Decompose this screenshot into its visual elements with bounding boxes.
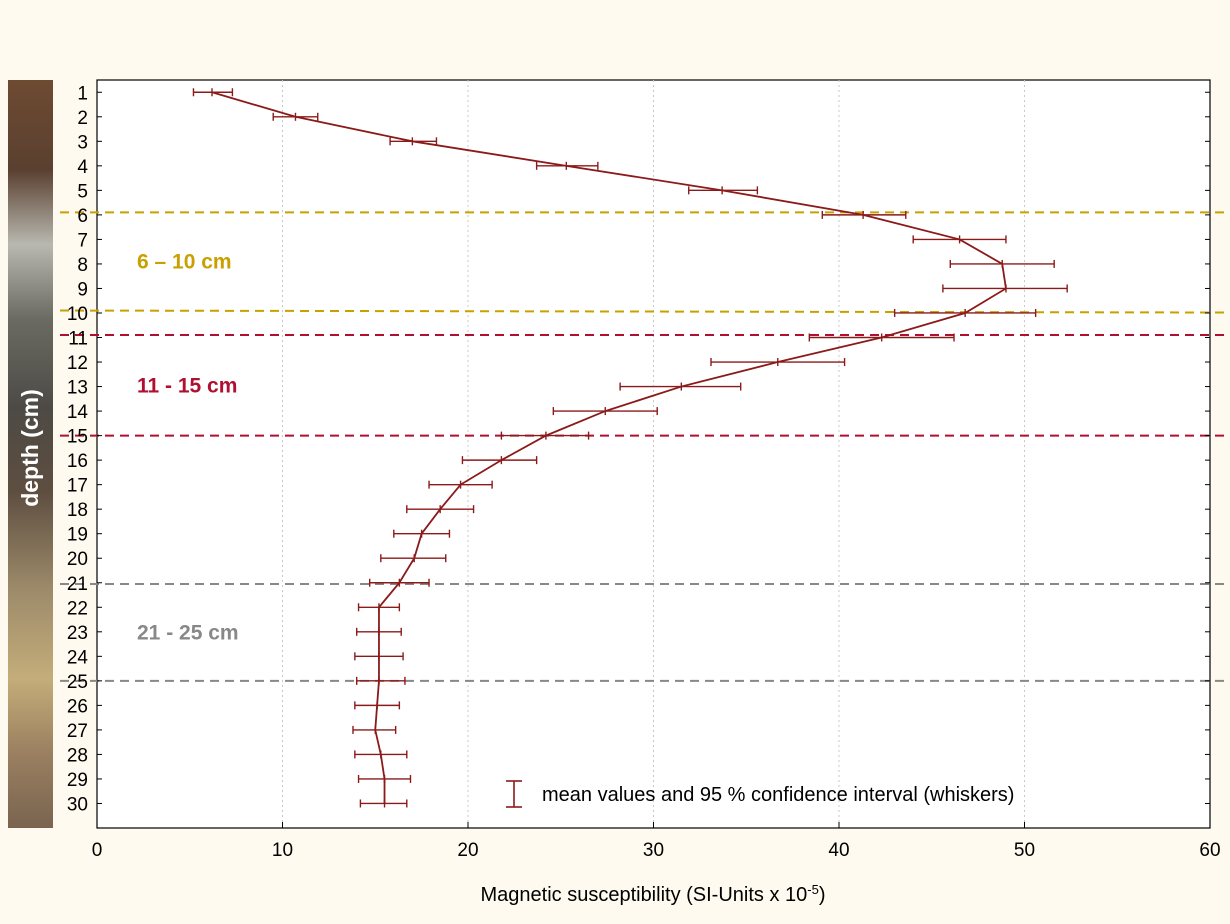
y-tick-label: 7 <box>77 230 88 251</box>
series-susceptibility <box>192 88 1068 808</box>
plot-frame <box>96 79 1211 829</box>
x-tick-labels: 0 10 20 30 40 50 60 <box>92 822 1221 861</box>
y-tick-labels: 1234567891011121314151617181920212223242… <box>67 83 1210 815</box>
x-axis-label-main: Magnetic susceptibility (SI-Units x 10 <box>480 884 807 906</box>
y-tick-label: 4 <box>77 157 88 178</box>
x-axis-label: Magnetic susceptibility (SI-Units x 10-5… <box>480 882 825 907</box>
y-tick-label: 9 <box>77 279 88 300</box>
y-tick-label: 23 <box>67 623 88 644</box>
y-tick-label: 5 <box>77 181 88 202</box>
y-tick-label: 8 <box>77 255 88 276</box>
y-tick-label: 11 <box>68 329 88 350</box>
x-tick-label: 30 <box>643 840 664 861</box>
y-tick-label: 19 <box>67 525 88 546</box>
x-axis-label-superscript: -5 <box>807 882 819 897</box>
y-tick-label: 29 <box>67 770 88 791</box>
y-tick-label: 27 <box>67 721 88 742</box>
y-tick-label: 22 <box>67 598 88 619</box>
soil-profile-strip <box>8 80 53 828</box>
y-tick-label: 24 <box>67 647 89 668</box>
layer-label: 21 - 25 cm <box>137 621 239 644</box>
y-tick-label: 17 <box>67 476 88 497</box>
layer-label: 6 – 10 cm <box>137 250 232 273</box>
legend: mean values and 95 % confidence interval… <box>506 780 1014 808</box>
y-tick-label: 15 <box>67 427 88 448</box>
layer-label: 11 - 15 cm <box>137 374 237 397</box>
y-tick-label: 28 <box>67 745 88 766</box>
y-tick-label: 21 <box>67 574 88 595</box>
y-tick-label: 13 <box>67 378 88 399</box>
y-tick-label: 6 <box>77 206 88 227</box>
y-tick-label: 2 <box>77 108 88 129</box>
x-tick-label: 60 <box>1199 840 1220 861</box>
x-tick-label: 20 <box>457 840 478 861</box>
y-tick-label: 25 <box>67 672 88 693</box>
x-tick-label: 0 <box>92 840 103 861</box>
x-tick-label: 10 <box>272 840 293 861</box>
y-axis-label: depth (cm) <box>17 389 43 507</box>
y-tick-label: 3 <box>77 132 88 153</box>
y-tick-label: 26 <box>67 696 88 717</box>
y-tick-label: 18 <box>67 500 88 521</box>
x-axis-label-end: ) <box>819 884 826 906</box>
series-line <box>211 91 1007 804</box>
x-tick-label: 40 <box>828 840 849 861</box>
y-tick-label: 16 <box>67 451 88 472</box>
y-tick-label: 12 <box>67 353 88 374</box>
y-tick-label: 20 <box>67 549 88 570</box>
y-tick-label: 30 <box>67 794 88 815</box>
layer-boundaries: 6 – 10 cm 11 - 15 cm 21 - 25 cm <box>59 211 1230 682</box>
y-tick-label: 14 <box>67 402 89 423</box>
legend-text: mean values and 95 % confidence interval… <box>542 784 1014 806</box>
y-tick-label: 10 <box>67 304 88 325</box>
x-tick-label: 50 <box>1014 840 1035 861</box>
y-tick-label: 1 <box>77 83 88 104</box>
